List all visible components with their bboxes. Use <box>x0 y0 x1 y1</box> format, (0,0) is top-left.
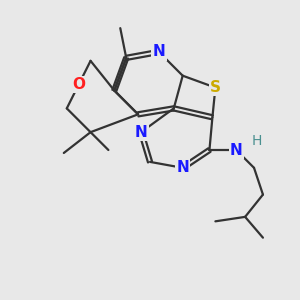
Text: N: N <box>176 160 189 175</box>
Text: S: S <box>210 80 221 95</box>
Text: O: O <box>72 77 85 92</box>
Text: N: N <box>152 44 165 59</box>
Text: H: H <box>252 134 262 148</box>
Text: N: N <box>230 142 243 158</box>
Text: N: N <box>135 125 148 140</box>
